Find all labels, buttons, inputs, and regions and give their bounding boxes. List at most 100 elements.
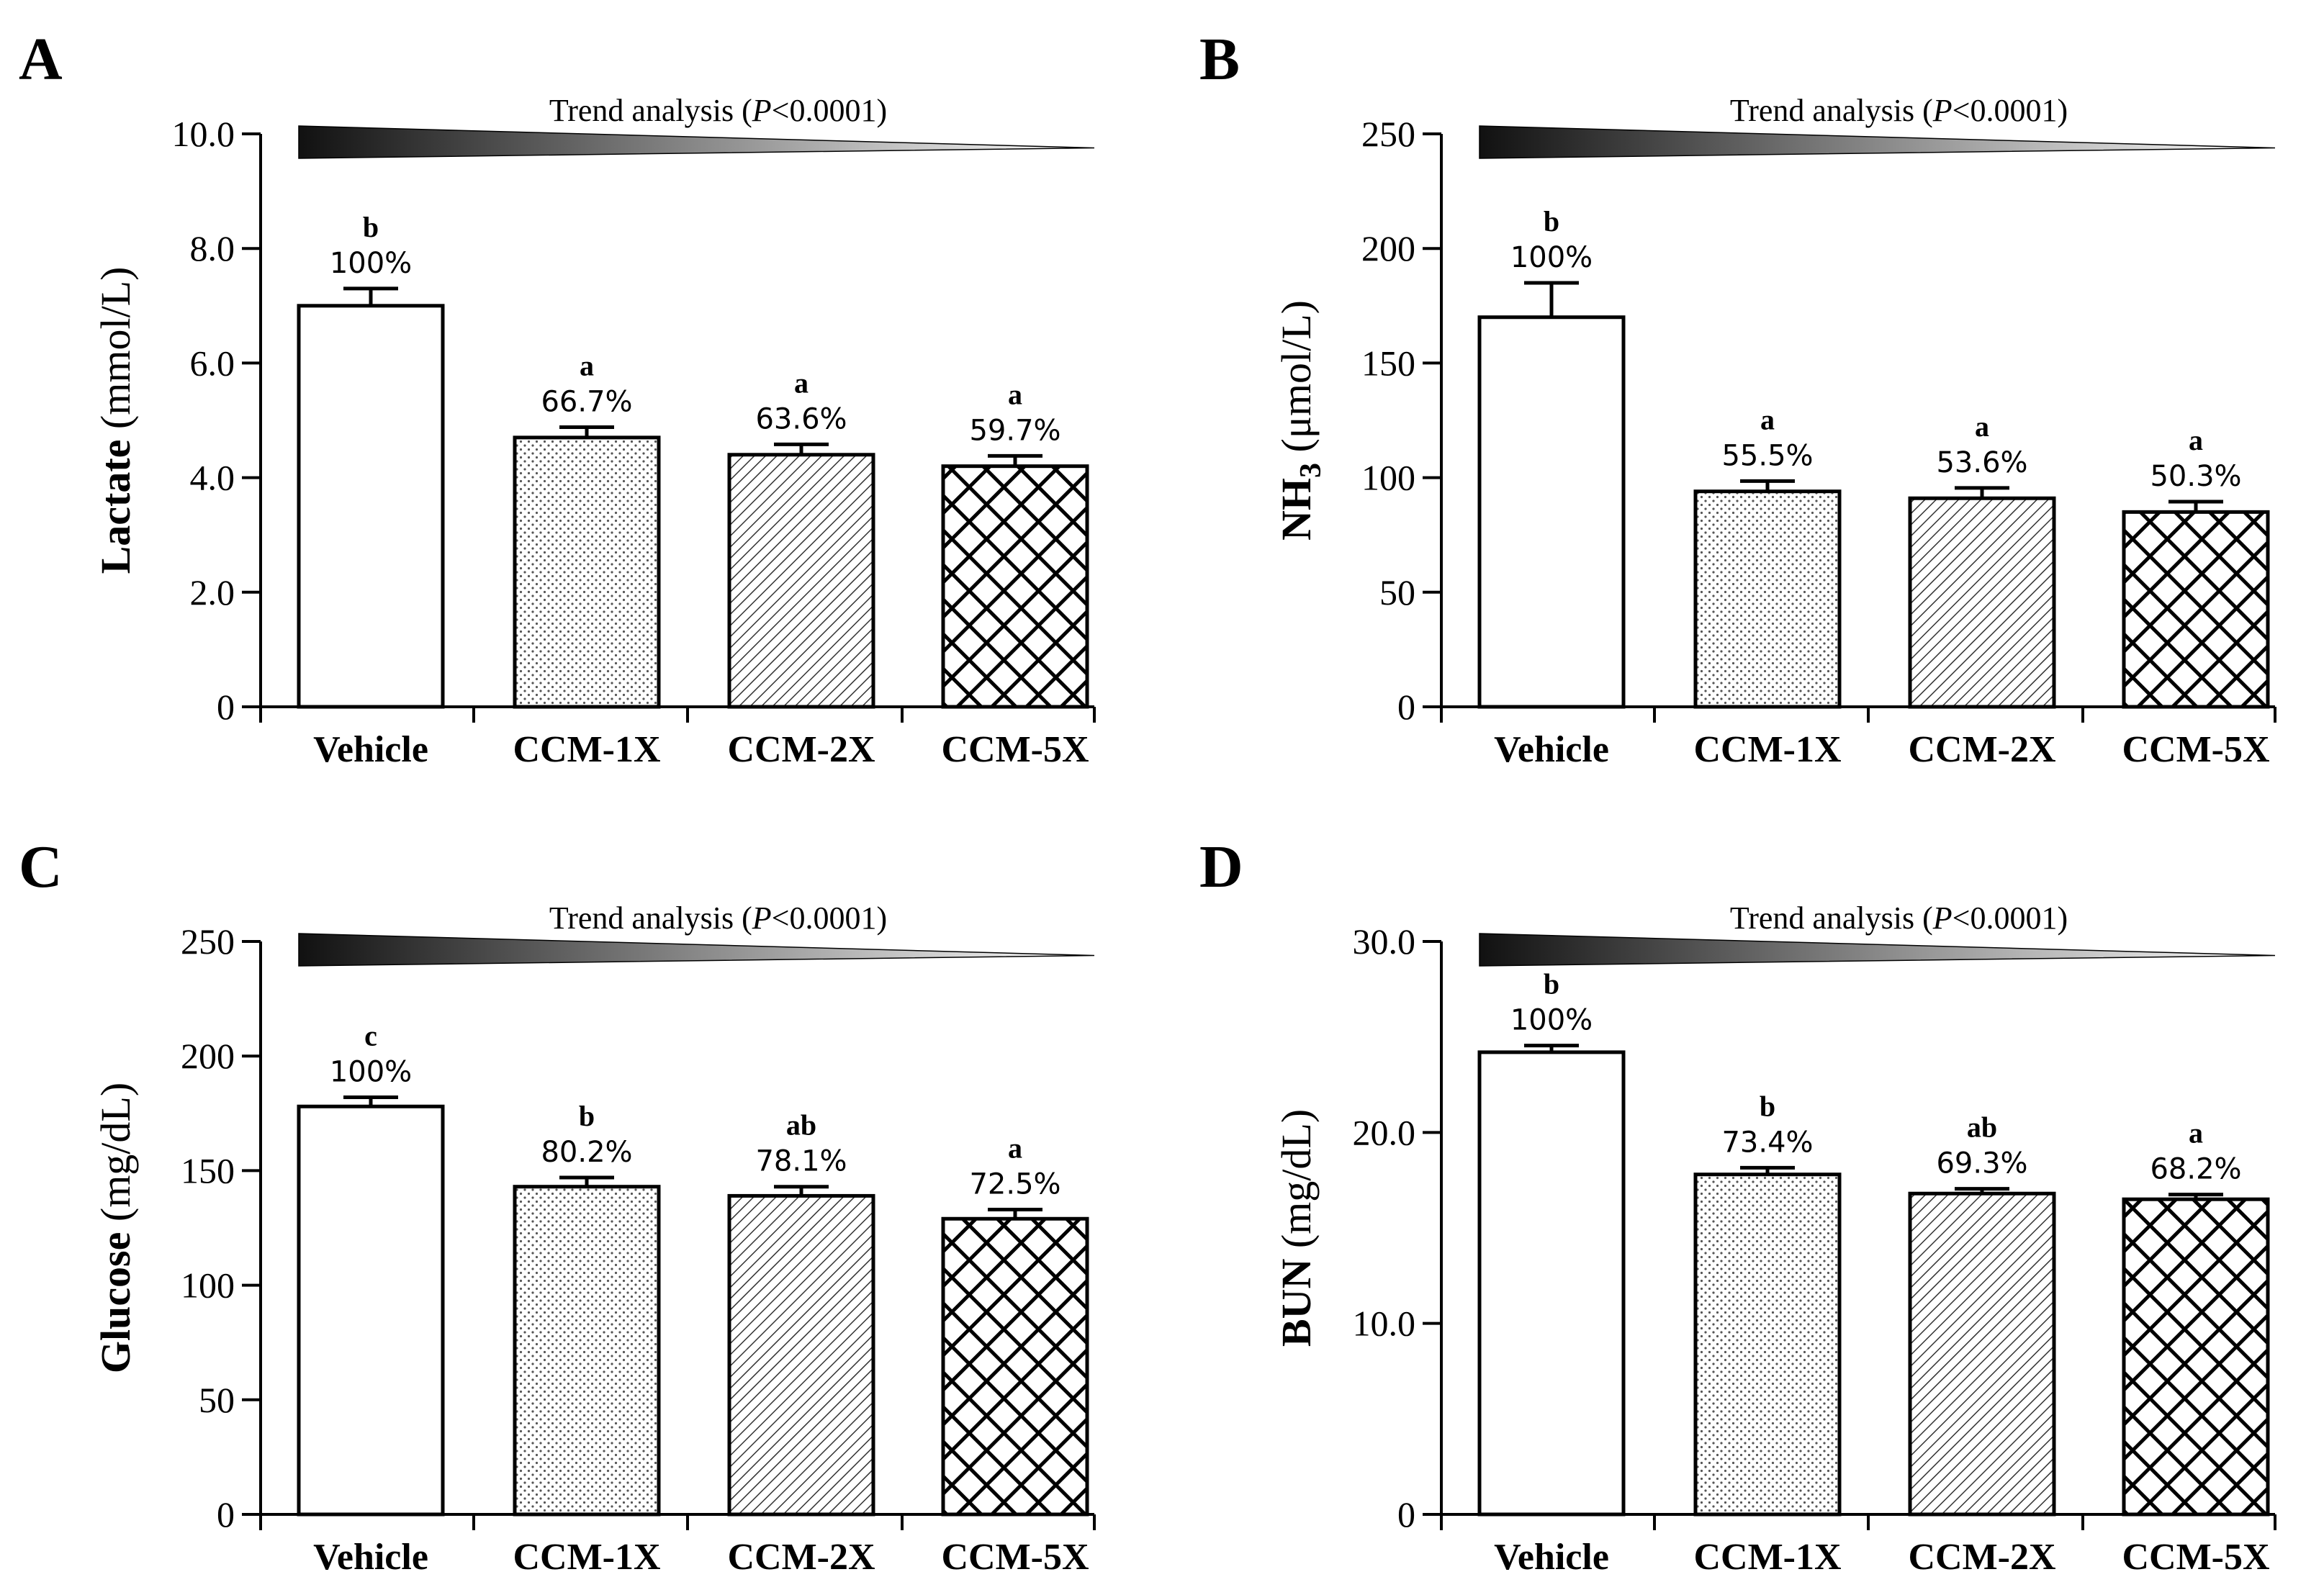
panel-c: C Trend analysis (P<0.0001) 0 50 100 150 200 25… [19, 833, 1096, 1578]
bar-vehicle [1477, 315, 1626, 709]
significance-letter: b [1544, 968, 1559, 1000]
trend-label-suffix: <0.0001) [1953, 93, 2068, 128]
bar-ccm-1x [1693, 489, 1842, 709]
y-tick-label: 10.0 [172, 114, 235, 154]
percent-label: 69.3% [1936, 1147, 2027, 1180]
bar-ccm-5x [941, 1216, 1089, 1517]
category-label: CCM-1X [1693, 729, 1841, 770]
y-tick-label: 30.0 [1353, 921, 1416, 962]
y-tick-label: 200 [1361, 228, 1415, 268]
bar-ccm-2x [727, 1193, 875, 1517]
significance-letter: a [1008, 378, 1022, 410]
trend-wedge [298, 933, 1095, 967]
y-tick-label: 50 [1379, 572, 1415, 613]
y-axis-label: Glucose (mg/dL) [92, 1083, 139, 1373]
y-tick-label: 0 [1397, 687, 1415, 727]
trend-label: Trend analysis (P<0.0001) [1730, 93, 2068, 128]
trend-label-prefix: Trend analysis ( [549, 93, 752, 128]
y-tick-label: 250 [1361, 114, 1415, 154]
percent-label: 80.2% [541, 1136, 632, 1169]
panel-letter: D [1199, 833, 1243, 900]
category-label: CCM-2X [1908, 1537, 2055, 1578]
y-tick-label: 250 [181, 921, 235, 962]
y-axis-label-main: NH [1273, 478, 1320, 541]
trend-wedge [1479, 933, 2276, 967]
y-tick-label: 4.0 [190, 458, 235, 498]
category-label: Vehicle [1494, 729, 1609, 770]
significance-letter: a [2189, 1117, 2203, 1149]
bar-ccm-2x [727, 453, 875, 709]
y-axis-label-subscript: 3 [1294, 463, 1328, 478]
y-axis-label-unit: (mg/dL) [1273, 1109, 1320, 1259]
bar-vehicle [1477, 1050, 1626, 1517]
category-label: CCM-1X [513, 1537, 660, 1578]
y-tick-label: 8.0 [190, 228, 235, 268]
y-axis-label-main: BUN [1273, 1259, 1320, 1347]
y-tick-label: 0 [217, 1494, 235, 1535]
trend-label-p: P [1932, 93, 1953, 128]
panel-letter: B [1199, 26, 1240, 93]
significance-letter: c [364, 1020, 377, 1052]
panel-a: A Trend analysis (P<0.0001) 0 2.0 4.0 6.0 8.0 1… [19, 26, 1096, 770]
category-label: CCM-1X [513, 729, 660, 770]
trend-label-p: P [752, 900, 772, 936]
percent-label: 73.4% [1721, 1126, 1813, 1159]
trend-label-suffix: <0.0001) [772, 900, 887, 936]
significance-letter: b [363, 211, 379, 243]
trend-label: Trend analysis (P<0.0001) [549, 900, 887, 936]
y-tick-label: 150 [181, 1150, 235, 1190]
y-axis-label-main: Glucose [92, 1232, 139, 1374]
category-label: CCM-2X [727, 729, 875, 770]
bar-ccm-2x [1908, 1191, 2056, 1517]
trend-label-suffix: <0.0001) [772, 93, 887, 128]
y-tick-label: 50 [199, 1380, 235, 1420]
trend-label: Trend analysis (P<0.0001) [549, 93, 887, 128]
percent-label: 59.7% [969, 414, 1060, 447]
y-axis-label: NH3 (μmol/L) [1273, 300, 1328, 541]
significance-letter: a [794, 366, 809, 399]
percent-label: 63.6% [755, 402, 847, 435]
percent-label: 100% [1510, 1004, 1593, 1037]
category-label: CCM-1X [1693, 1537, 1841, 1578]
percent-label: 78.1% [755, 1145, 847, 1178]
bar-ccm-1x [513, 1185, 661, 1517]
significance-letter: a [580, 350, 594, 382]
category-label: CCM-5X [941, 729, 1089, 770]
trend-wedge [298, 125, 1095, 159]
trend-label-prefix: Trend analysis ( [549, 900, 752, 936]
y-tick-label: 10.0 [1353, 1303, 1416, 1344]
y-tick-label: 150 [1361, 343, 1415, 383]
y-axis-label-unit: (mmol/L) [92, 267, 139, 440]
trend-label-suffix: <0.0001) [1953, 900, 2068, 936]
percent-label: 66.7% [541, 386, 632, 419]
panel-d: D Trend analysis (P<0.0001) 0 10.0 20.0 30.0 B… [1199, 833, 2276, 1578]
trend-label: Trend analysis (P<0.0001) [1730, 900, 2068, 936]
category-label: CCM-5X [941, 1537, 1089, 1578]
significance-letter: a [1975, 410, 1989, 443]
panel-b: B Trend analysis (P<0.0001) 0 50 100 150 200 25… [1199, 26, 2276, 770]
trend-label-prefix: Trend analysis ( [1730, 900, 1933, 936]
bar-ccm-5x [941, 464, 1089, 709]
significance-letter: b [1544, 205, 1559, 238]
y-axis-label-unit: (mg/dL) [92, 1083, 139, 1232]
trend-label-p: P [752, 93, 772, 128]
y-tick-label: 200 [181, 1036, 235, 1076]
trend-label-p: P [1932, 900, 1953, 936]
category-label: CCM-5X [2122, 1537, 2269, 1578]
category-label: Vehicle [313, 1537, 428, 1578]
category-label: CCM-2X [1908, 729, 2055, 770]
panel-letter: C [19, 833, 63, 900]
category-label: CCM-5X [2122, 729, 2269, 770]
bar-ccm-1x [1693, 1172, 1842, 1517]
y-axis-label: BUN (mg/dL) [1273, 1109, 1320, 1347]
bar-vehicle [297, 1104, 445, 1517]
y-tick-label: 6.0 [190, 343, 235, 383]
category-label: Vehicle [1494, 1537, 1609, 1578]
y-tick-label: 100 [181, 1265, 235, 1306]
significance-letter: b [1760, 1090, 1775, 1122]
percent-label: 50.3% [2150, 460, 2241, 493]
significance-letter: ab [1967, 1111, 1997, 1144]
category-label: Vehicle [313, 729, 428, 770]
y-axis-label-main: Lactate [92, 440, 139, 574]
